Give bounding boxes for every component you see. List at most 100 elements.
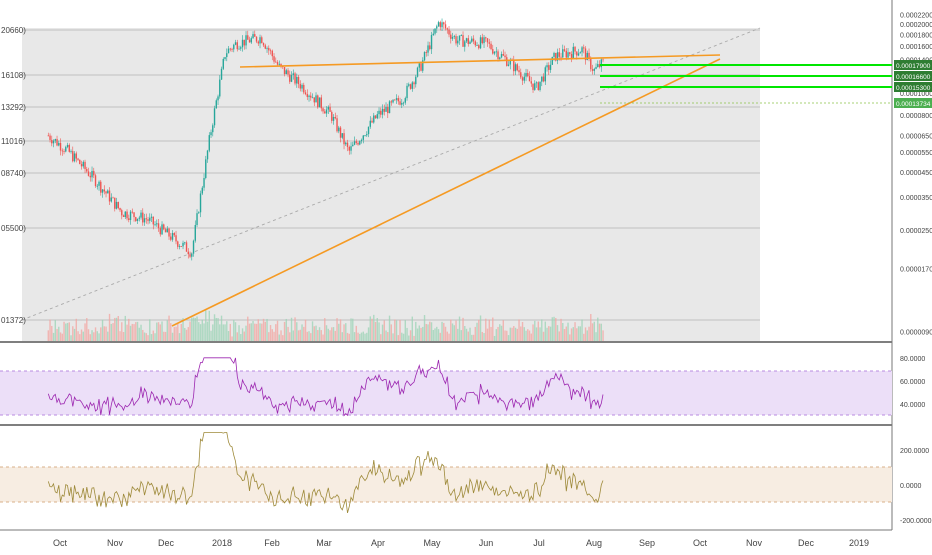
candle-body [429,45,431,50]
volume-bar [376,318,378,341]
volume-bar [486,328,489,341]
volume-bar [388,315,391,341]
candle-body [593,68,595,71]
candle-body [416,67,419,77]
candle-body [115,201,118,209]
volume-bar [577,326,580,341]
candle-body [254,34,256,37]
candle-body [562,49,564,58]
candle-body [439,22,441,28]
candle-body [289,74,291,82]
candle-body [360,139,363,142]
candle-body [117,201,119,208]
candle-body [252,34,254,39]
volume-bar [245,325,247,341]
time-axis-label: Sep [639,538,655,548]
volume-bar [247,316,249,341]
volume-bar [460,330,462,341]
volume-bar [164,331,167,341]
candle-body [222,58,224,69]
candle-body [79,159,81,165]
candle-body [530,81,532,84]
volume-bar [147,335,149,341]
candle-body [201,187,203,194]
volume-bar [105,326,107,341]
volume-bar [455,320,457,341]
candle-body [49,135,51,140]
volume-bar [63,321,65,341]
volume-bar [226,321,228,341]
candle-body [600,59,602,68]
candle-body [444,24,447,29]
volume-bar [117,316,119,341]
volume-bar [469,327,471,341]
volume-bar [436,326,438,341]
candle-body [290,74,293,82]
candle-body [481,37,483,44]
candle-body [420,63,422,71]
candle-body [465,38,468,42]
volume-bar [534,320,536,341]
candle-body [380,110,382,115]
volume-bar [488,319,490,341]
candle-body [521,77,524,81]
volume-bar [509,327,511,341]
volume-bar [128,318,130,341]
volume-bar [537,321,539,341]
candle-body [163,224,165,230]
volume-bar [100,327,102,341]
candle-body [343,133,345,145]
candle-body [297,76,300,85]
candle-body [569,52,571,55]
candle-body [58,142,60,146]
main-pane-bg [22,28,760,341]
candle-body [355,141,357,143]
candle-body [108,190,111,202]
candle-body [583,47,585,49]
candle-body [131,211,133,213]
candle-body [100,181,102,193]
volume-bar [273,331,275,341]
candle-body [128,218,130,221]
volume-bar [252,321,254,341]
volume-bar [292,330,294,341]
cci-tick-label: -200.0000 [900,518,932,525]
volume-bar [387,332,389,341]
candle-body [248,39,251,43]
candle-body [52,140,55,144]
candle-body [474,41,476,46]
candle-body [371,120,373,123]
volume-bar [233,319,235,341]
candle-body [296,76,298,84]
volume-bar [481,331,483,341]
volume-bar [385,330,387,341]
volume-bar [425,323,427,341]
volume-bar [409,330,412,341]
volume-bar [521,322,524,341]
candle-body [411,82,413,89]
volume-bar [527,329,529,341]
volume-bar [446,331,448,341]
volume-bar [497,326,499,341]
volume-bar [583,333,585,341]
candle-body [500,54,503,58]
candle-body [114,197,116,209]
volume-bar [357,332,359,341]
volume-bar [332,327,335,341]
candle-body [443,22,445,25]
volume-bar [177,323,179,341]
candle-body [171,233,174,240]
volume-bar [476,322,478,341]
candle-body [327,106,329,110]
candle-body [390,101,392,103]
time-axis-label: Jul [533,538,545,548]
volume-bar [171,332,174,341]
volume-bar [185,329,188,341]
candle-body [369,120,371,127]
candle-body [275,61,277,63]
volume-bar [572,327,574,341]
